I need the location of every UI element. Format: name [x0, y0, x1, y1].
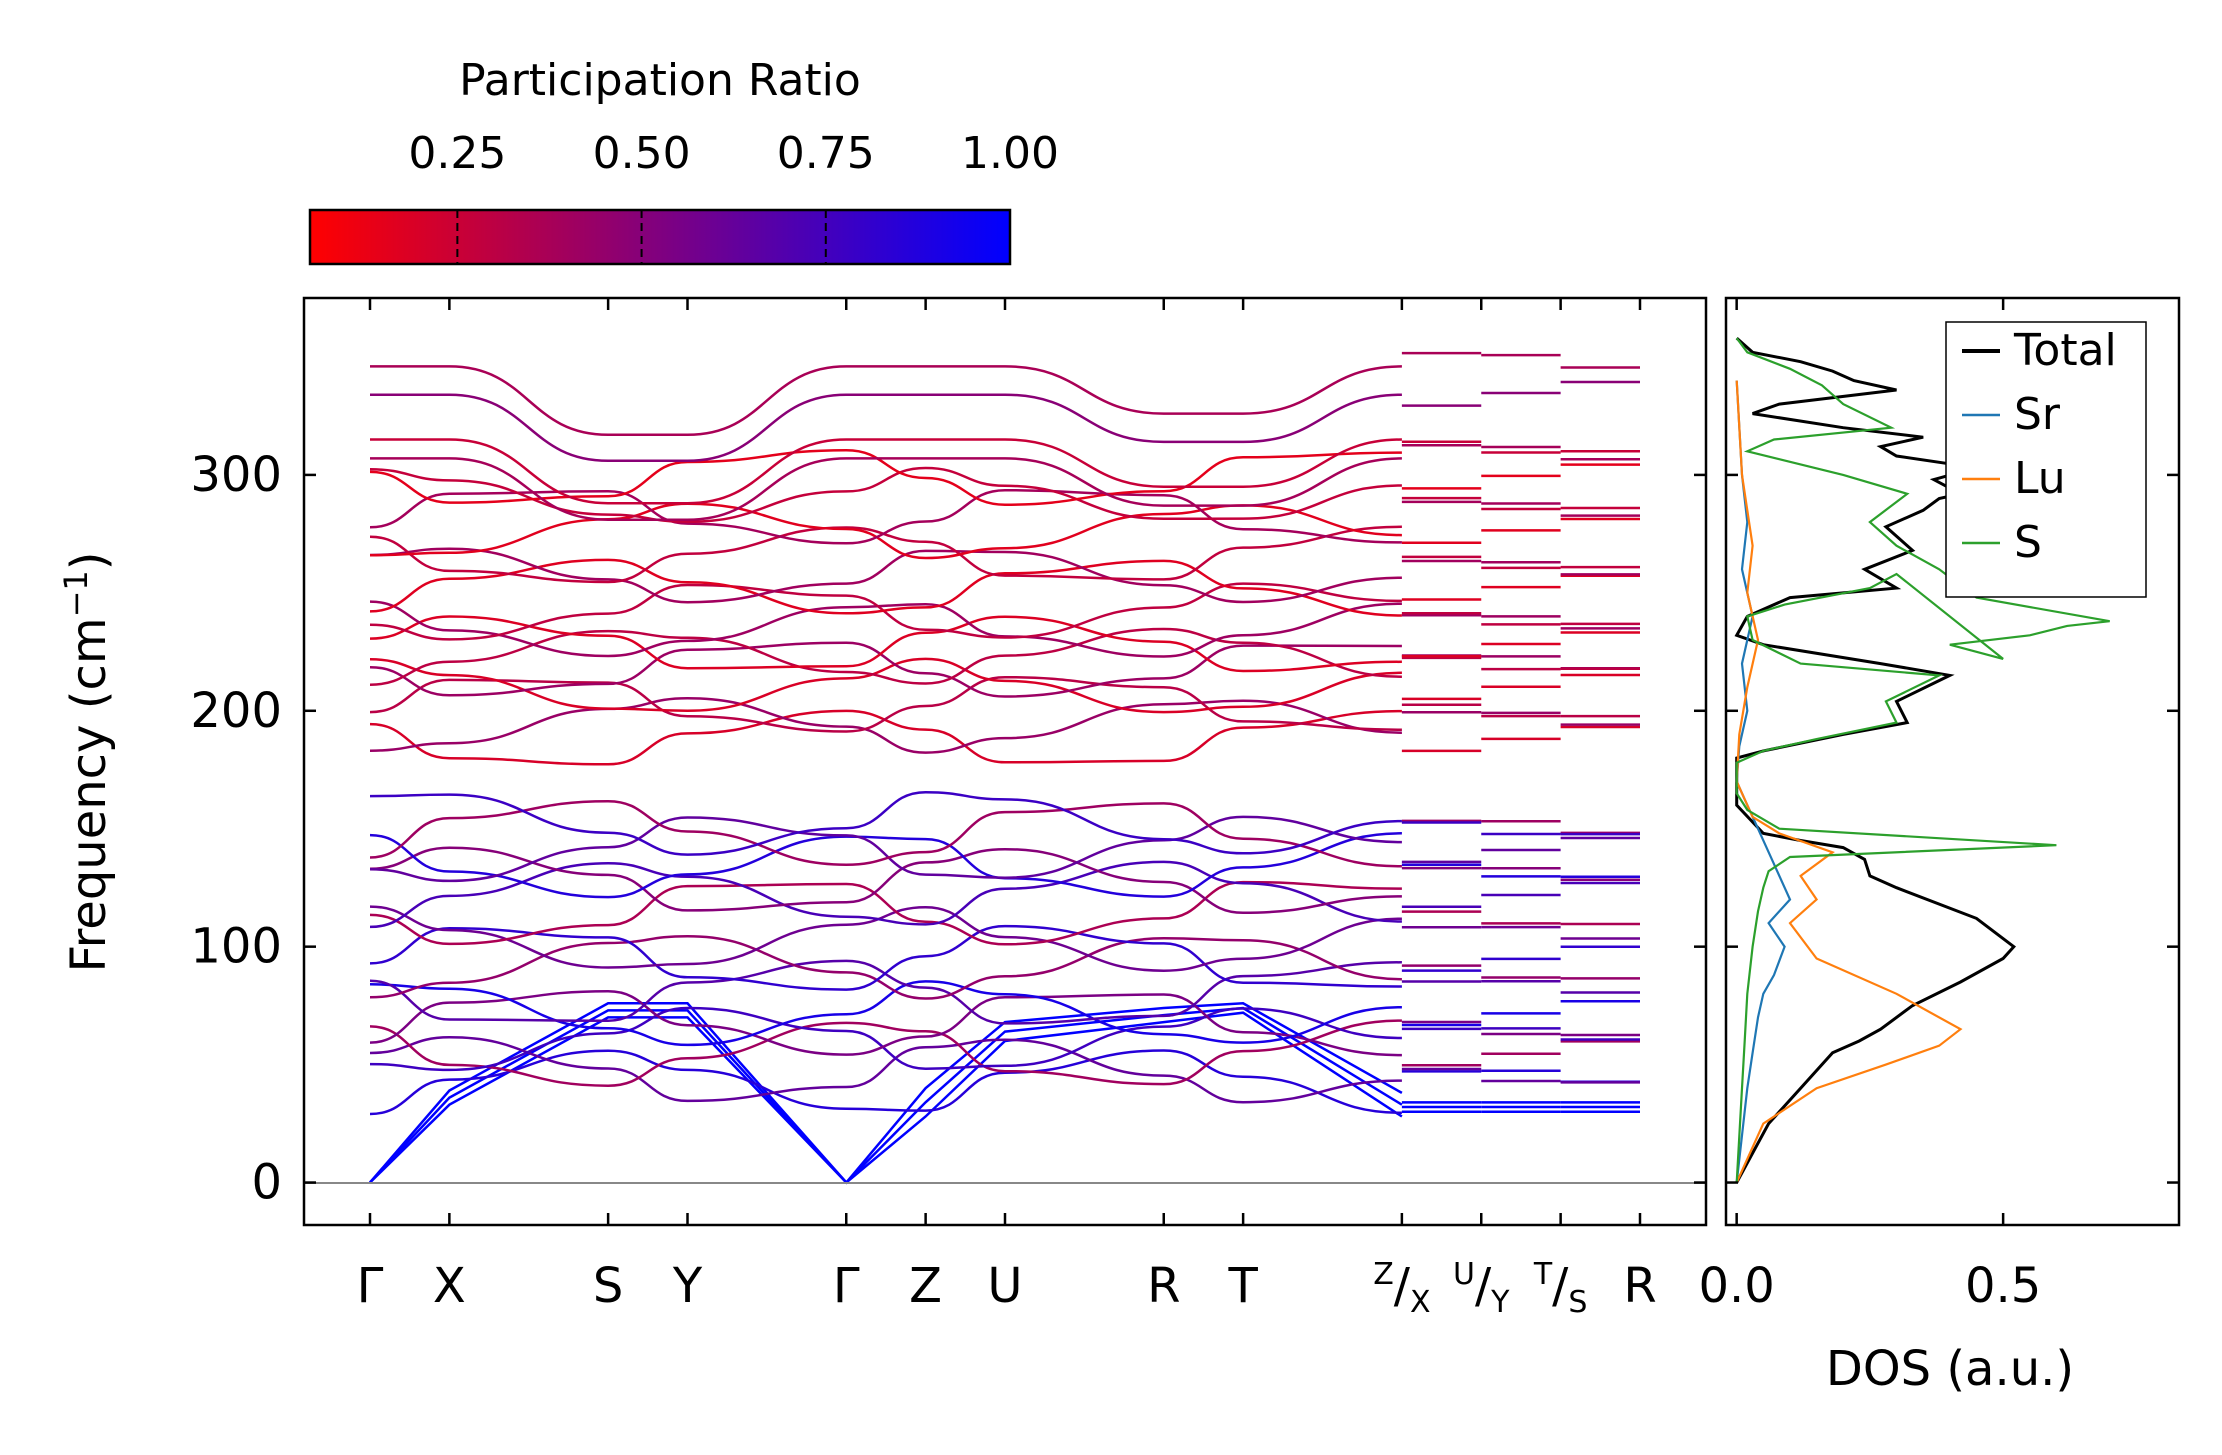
- band-line: [369, 1006, 1402, 1072]
- band-line: [369, 1019, 1402, 1087]
- tick-label-sub: Y: [1490, 1285, 1510, 1320]
- band-x-tick-label: R: [1147, 1258, 1180, 1314]
- band-line: [369, 696, 1402, 754]
- band-x-ticks: Γ X S Y Γ Z U R T Z/XU/YT/S R: [357, 298, 1657, 1320]
- band-axes-frame: [302, 296, 1708, 1227]
- tick-label-slash: /: [1552, 1258, 1569, 1314]
- band-x-tick-label: S: [593, 1258, 623, 1314]
- band-line: [369, 815, 1402, 883]
- band-line: [369, 990, 1402, 1057]
- dos-legend: Total Sr Lu S: [1945, 321, 2147, 598]
- legend-label-total: Total: [2013, 325, 2117, 376]
- band-line: [369, 1036, 1402, 1104]
- tick-label-slash: /: [1475, 1258, 1492, 1314]
- band-line: [369, 502, 1402, 560]
- colorbar-ticks: [456, 210, 827, 264]
- dos-x-ticks: 0.0 0.5: [1698, 298, 2041, 1314]
- dos-series-total: [1734, 336, 2017, 1184]
- band-x-tick-label-composite: U/Y: [1453, 1257, 1510, 1320]
- band-line: [369, 1011, 1403, 1185]
- tick-label-slash: /: [1394, 1258, 1411, 1314]
- band-x-tick-label: T: [1227, 1258, 1258, 1314]
- band-line: [369, 1002, 1403, 1185]
- colorbar-tick-label: 1.00: [961, 128, 1059, 179]
- dos-y-ticks: [1726, 473, 2179, 1184]
- legend-label-s: S: [2014, 517, 2042, 568]
- band-line: [369, 832, 1402, 899]
- band-x-tick-label: Y: [672, 1258, 703, 1314]
- band-line: [369, 448, 1402, 506]
- legend-items: Total Sr Lu S: [1962, 325, 2117, 568]
- dos-lines: [1734, 336, 2110, 1184]
- dos-axes-frame: [1724, 296, 2181, 1227]
- legend-label-lu: Lu: [2014, 453, 2066, 504]
- band-lines: [369, 351, 1640, 1185]
- band-x-tick-label: Γ: [357, 1258, 384, 1314]
- band-line: [369, 641, 1402, 698]
- dos-series-sr: [1735, 380, 1792, 1183]
- band-line: [370, 457, 1402, 521]
- band-y-tick-label: 100: [190, 919, 282, 975]
- band-line: [369, 600, 1402, 658]
- band-line: [369, 980, 1402, 1047]
- band-line: [369, 582, 1402, 641]
- band-line: [369, 905, 1402, 972]
- band-y-tick-label: 0: [251, 1155, 282, 1211]
- band-line: [369, 1049, 1402, 1116]
- band-line: [369, 1006, 1403, 1185]
- band-y-tick-label: 200: [190, 683, 282, 739]
- dos-series-lu: [1735, 380, 1963, 1183]
- band-line: [369, 675, 1402, 733]
- dos-series-s: [1735, 337, 2110, 1183]
- dos-x-axis-label: DOS (a.u.): [1826, 1341, 2074, 1397]
- band-line: [369, 547, 1402, 604]
- band-x-tick-label: X: [433, 1258, 466, 1314]
- dos-x-tick-label: 0.5: [1965, 1258, 2041, 1314]
- band-line: [369, 799, 1402, 868]
- colorbar-gradient: [308, 208, 1012, 266]
- colorbar-tick-label: 0.50: [593, 128, 691, 179]
- band-y-ticks: 0 100 200 300: [190, 447, 1706, 1211]
- tick-label-sub: S: [1568, 1285, 1587, 1320]
- colorbar-tick-label: 0.25: [408, 128, 506, 179]
- band-line: [369, 558, 1402, 617]
- band-x-tick-label: Z: [909, 1258, 942, 1314]
- band-y-axis-label: Frequency (cm−1): [57, 551, 117, 972]
- band-line: [369, 860, 1402, 929]
- band-line: [370, 393, 1402, 463]
- band-line: [369, 466, 1402, 524]
- band-x-tick-label: U: [987, 1258, 1022, 1314]
- band-line: [369, 934, 1402, 1000]
- tick-label-sup: T: [1533, 1257, 1553, 1292]
- band-line: [369, 525, 1402, 584]
- band-line: [369, 627, 1402, 686]
- band-line: [369, 790, 1402, 856]
- dos-x-tick-label: 0.0: [1698, 1258, 1774, 1314]
- colorbar-tick-label: 0.75: [777, 128, 875, 179]
- colorbar-label: Participation Ratio: [459, 55, 861, 106]
- tick-label-sub: X: [1410, 1285, 1431, 1320]
- band-line: [369, 846, 1402, 915]
- legend-label-sr: Sr: [2014, 389, 2061, 440]
- band-line: [370, 365, 1402, 437]
- band-line: [369, 657, 1402, 714]
- colorbar: Participation Ratio 0.25 0.50 0.75 1.00: [308, 55, 1059, 266]
- band-x-tick-label: Γ: [833, 1258, 860, 1314]
- band-line: [369, 709, 1402, 766]
- tick-label-sup: U: [1453, 1257, 1475, 1292]
- legend-frame: [1945, 321, 2147, 598]
- band-x-tick-label-composite: T/S: [1533, 1257, 1588, 1320]
- dos-panel: 0.0 0.5 DOS (a.u.) Total Sr Lu S: [1698, 296, 2181, 1397]
- tick-label-sup: Z: [1373, 1257, 1394, 1292]
- band-line: [370, 438, 1402, 505]
- band-x-tick-label: R: [1623, 1258, 1656, 1314]
- colorbar-tick-labels: 0.25 0.50 0.75 1.00: [408, 128, 1059, 179]
- band-x-tick-label-composite: Z/X: [1373, 1257, 1430, 1320]
- band-y-tick-label: 300: [190, 447, 282, 503]
